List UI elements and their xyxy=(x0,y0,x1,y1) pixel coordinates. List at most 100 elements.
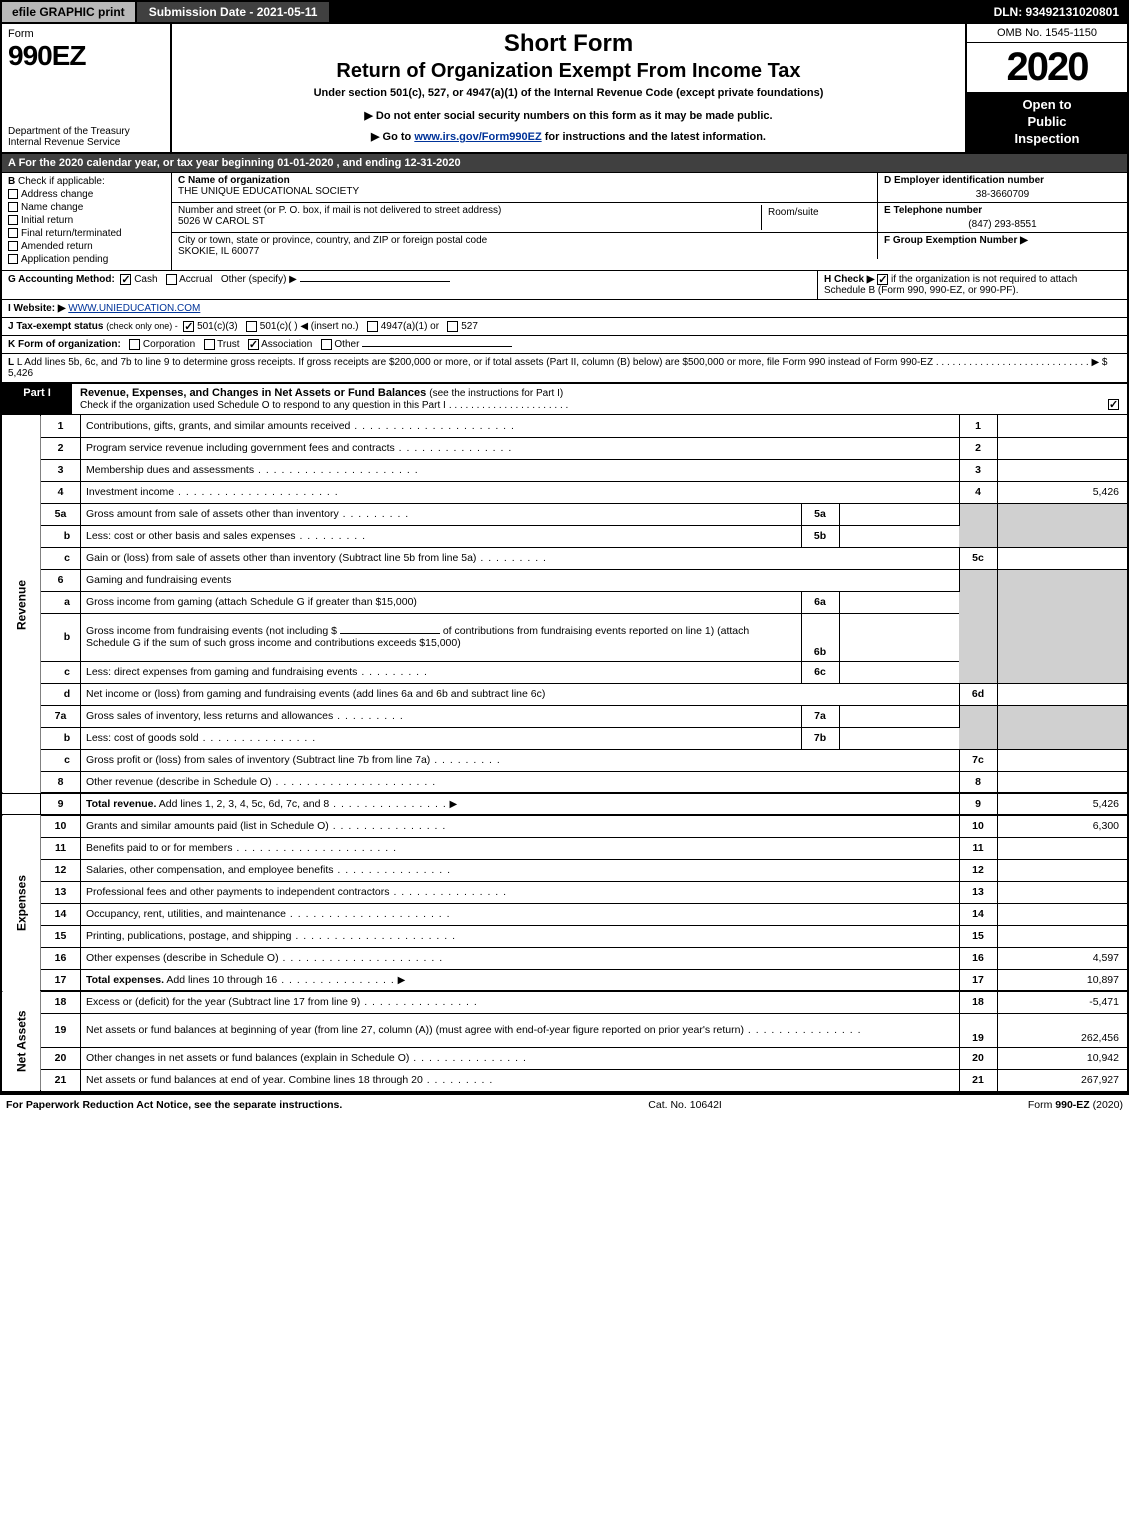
line-val xyxy=(997,771,1127,793)
opt-4947a1: 4947(a)(1) or xyxy=(381,321,439,332)
checkbox-corporation[interactable] xyxy=(129,339,140,350)
table-row: c Less: direct expenses from gaming and … xyxy=(2,661,1127,683)
table-row: b Gross income from fundraising events (… xyxy=(2,613,1127,661)
checkbox-final-return[interactable] xyxy=(8,228,18,238)
subtitle: Under section 501(c), 527, or 4947(a)(1)… xyxy=(180,87,957,99)
irs-link[interactable]: www.irs.gov/Form990EZ xyxy=(414,131,541,143)
f-label: F Group Exemption Number ▶ xyxy=(884,235,1121,246)
revenue-side-label: Revenue xyxy=(2,415,41,793)
section-b: B Check if applicable: Address change Na… xyxy=(2,173,172,270)
line-val: -5,471 xyxy=(997,991,1127,1013)
website-link[interactable]: WWW.UNIEDUCATION.COM xyxy=(68,303,200,314)
footer-left: For Paperwork Reduction Act Notice, see … xyxy=(6,1099,342,1111)
line-desc: Grants and similar amounts paid (list in… xyxy=(86,820,329,832)
table-row: 3 Membership dues and assessments 3 xyxy=(2,459,1127,481)
line-num: 2 xyxy=(41,437,81,459)
line-val xyxy=(997,925,1127,947)
line-rn: 15 xyxy=(959,925,997,947)
checkbox-name-change[interactable] xyxy=(8,202,18,212)
line-val xyxy=(997,547,1127,569)
line-num: 13 xyxy=(41,881,81,903)
checkbox-527[interactable] xyxy=(447,321,458,332)
l-text: L Add lines 5b, 6c, and 7b to line 9 to … xyxy=(17,357,933,368)
opt-application-pending: Application pending xyxy=(21,254,108,265)
k-other-input[interactable] xyxy=(362,346,512,347)
part1-title: Revenue, Expenses, and Changes in Net As… xyxy=(72,384,1127,414)
checkbox-501c3[interactable] xyxy=(183,321,194,332)
opt-trust: Trust xyxy=(217,339,239,350)
checkbox-amended-return[interactable] xyxy=(8,241,18,251)
omb-number: OMB No. 1545-1150 xyxy=(967,24,1127,43)
e-label: E Telephone number xyxy=(884,205,1121,216)
line-num: c xyxy=(41,661,81,683)
line-desc: Gross income from gaming (attach Schedul… xyxy=(86,596,417,608)
header-left: Form 990EZ Department of the Treasury In… xyxy=(2,24,172,152)
checkbox-h[interactable] xyxy=(877,274,888,285)
part1-check-text: Check if the organization used Schedule … xyxy=(80,400,446,411)
checkbox-trust[interactable] xyxy=(204,339,215,350)
table-row: 20 Other changes in net assets or fund b… xyxy=(2,1047,1127,1069)
room-label: Room/suite xyxy=(768,207,865,218)
line-val xyxy=(997,683,1127,705)
title-short-form: Short Form xyxy=(180,30,957,58)
line-num: b xyxy=(41,613,81,661)
line-num: 16 xyxy=(41,947,81,969)
footer-right-post: (2020) xyxy=(1090,1099,1123,1111)
line-desc: Occupancy, rent, utilities, and maintena… xyxy=(86,908,286,920)
top-bar: efile GRAPHIC print Submission Date - 20… xyxy=(0,0,1129,24)
inspect-line2: Public xyxy=(1027,114,1066,129)
inspect-line1: Open to xyxy=(1022,97,1071,112)
shade-cell xyxy=(997,503,1127,547)
dept-treasury: Department of the Treasury xyxy=(8,126,164,137)
line-num: 10 xyxy=(41,815,81,837)
checkbox-address-change[interactable] xyxy=(8,189,18,199)
part1-tag: Part I xyxy=(2,384,72,414)
shade-cell xyxy=(959,569,997,683)
i-label: I Website: ▶ xyxy=(8,303,66,314)
blank-side xyxy=(2,793,41,815)
section-cde: C Name of organization THE UNIQUE EDUCAT… xyxy=(172,173,1127,270)
efile-print-button[interactable]: efile GRAPHIC print xyxy=(2,2,137,22)
checkbox-schedule-o[interactable] xyxy=(1108,399,1119,410)
line-rn: 7c xyxy=(959,749,997,771)
table-row: 2 Program service revenue including gove… xyxy=(2,437,1127,459)
line-rn: 1 xyxy=(959,415,997,437)
checkbox-application-pending[interactable] xyxy=(8,254,18,264)
checkbox-4947a1[interactable] xyxy=(367,321,378,332)
checkbox-initial-return[interactable] xyxy=(8,215,18,225)
line-num: 7a xyxy=(41,705,81,727)
checkbox-k-other[interactable] xyxy=(321,339,332,350)
opt-name-change: Name change xyxy=(21,202,83,213)
h-label: H Check ▶ xyxy=(824,274,874,285)
line-rn: 9 xyxy=(959,793,997,815)
contrib-blank[interactable] xyxy=(340,633,440,634)
line-desc: Gross profit or (loss) from sales of inv… xyxy=(86,754,430,766)
line-num: 5a xyxy=(41,503,81,525)
d-label: D Employer identification number xyxy=(884,175,1121,186)
dept-irs: Internal Revenue Service xyxy=(8,137,164,148)
opt-accrual: Accrual xyxy=(179,274,212,285)
g-label: G Accounting Method: xyxy=(8,274,115,285)
info-grid: B Check if applicable: Address change Na… xyxy=(2,173,1127,271)
header-center: Short Form Return of Organization Exempt… xyxy=(172,24,967,152)
mini-num: 6b xyxy=(801,613,839,661)
line-desc: Net income or (loss) from gaming and fun… xyxy=(86,688,545,700)
checkbox-501c[interactable] xyxy=(246,321,257,332)
ein-value: 38-3660709 xyxy=(884,189,1121,200)
line-desc: Other expenses (describe in Schedule O) xyxy=(86,952,279,964)
line-rn: 8 xyxy=(959,771,997,793)
mini-num: 6c xyxy=(801,661,839,683)
line-num: 21 xyxy=(41,1069,81,1091)
other-specify-input[interactable] xyxy=(300,281,450,282)
part1-table: Revenue 1 Contributions, gifts, grants, … xyxy=(2,415,1127,1091)
l-dots: . . . . . . . . . . . . . . . . . . . . … xyxy=(933,357,1107,368)
line-val xyxy=(997,459,1127,481)
form-container: Form 990EZ Department of the Treasury In… xyxy=(0,24,1129,1093)
mini-num: 7b xyxy=(801,727,839,749)
checkbox-cash[interactable] xyxy=(120,274,131,285)
checkbox-accrual[interactable] xyxy=(166,274,177,285)
checkbox-association[interactable] xyxy=(248,339,259,350)
line-num: 12 xyxy=(41,859,81,881)
opt-address-change: Address change xyxy=(21,189,93,200)
title-return: Return of Organization Exempt From Incom… xyxy=(180,60,957,83)
